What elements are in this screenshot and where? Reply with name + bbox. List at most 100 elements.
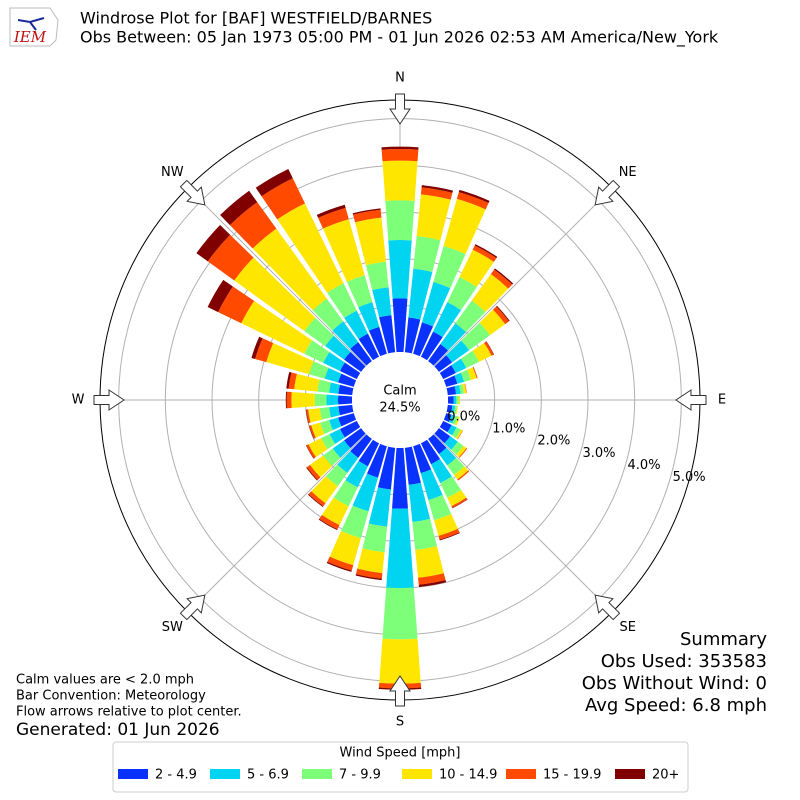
wind-bar-segment <box>321 497 349 526</box>
wind-bar-segment <box>353 209 382 223</box>
legend-label: 10 - 14.9 <box>439 768 497 783</box>
wind-bar-segment <box>207 234 254 281</box>
wind-bar-segment <box>413 236 441 273</box>
legend-swatch <box>302 769 332 779</box>
note: Calm values are < 2.0 mph <box>16 673 194 688</box>
wind-bar-segment <box>355 217 386 266</box>
wind-bar-segment <box>451 497 468 508</box>
wind-bar-segment <box>379 638 421 684</box>
wind-bar-segment <box>421 185 453 193</box>
wind-bar-segment <box>408 268 433 320</box>
wind-bar-segment <box>412 518 437 550</box>
wind-bar-segment <box>308 408 322 423</box>
wind-bar-segment <box>446 404 453 413</box>
wind-bar-segment <box>311 476 338 504</box>
wind-bar-segment <box>434 355 453 372</box>
wind-bar-segment <box>448 414 456 424</box>
wind-bar-segment <box>404 446 421 485</box>
calm-label: Calm <box>383 384 416 399</box>
flow-arrow <box>594 594 621 621</box>
wind-bar-segment <box>381 146 419 150</box>
wind-bar-segment <box>453 395 457 405</box>
wind-bar-segment <box>350 342 372 366</box>
wind-bar-segment <box>338 413 357 427</box>
wind-bar-segment <box>392 298 408 353</box>
wind-bar-segment <box>333 480 358 507</box>
wind-bar-segment <box>454 466 469 480</box>
wind-bar-segment <box>241 300 313 354</box>
wind-bar-segment <box>458 395 461 405</box>
wind-bar-segment <box>285 391 287 409</box>
wind-bar-segment <box>452 499 468 509</box>
wind-bar-segment <box>379 315 396 354</box>
labels: 0.0% 1.0% 2.0% 3.0% 4.0% 5.0% N NE E SE S SW W NW <box>72 71 727 730</box>
wind-bar-segment <box>415 546 444 578</box>
legend-label: 20+ <box>652 768 679 783</box>
wind-bar-segment <box>382 160 418 201</box>
wind-bar-segment <box>329 406 340 418</box>
wind-bar-segment <box>261 178 305 220</box>
flow-arrow <box>675 389 707 411</box>
wind-bar-segment <box>345 460 368 488</box>
wind-bar-segment <box>447 457 465 475</box>
wind-bar-segment <box>456 192 489 210</box>
wind-bar-segment <box>385 200 415 241</box>
wind-bar-segment <box>368 487 391 527</box>
wind-bar-segment <box>447 276 477 311</box>
legend-title: Wind Speed [mph] <box>340 746 461 761</box>
compass-label: E <box>718 393 726 408</box>
flow-arrow <box>179 594 206 621</box>
wind-bar-segment <box>434 428 451 444</box>
compass-label: NE <box>619 165 637 180</box>
wind-bar-segment <box>286 371 292 389</box>
wind-bar-segment <box>444 436 458 450</box>
flow-arrow <box>389 93 411 125</box>
wind-bar-segment <box>306 444 316 459</box>
wind-bar-segment <box>306 464 321 480</box>
wind-bar-segment <box>196 225 231 262</box>
bars <box>196 146 514 690</box>
wind-bar-segment <box>319 514 340 530</box>
chart-subtitle: Obs Between: 05 Jan 1973 05:00 PM - 01 J… <box>80 28 719 48</box>
grid-spoke <box>187 187 367 367</box>
wind-bar-segment <box>339 420 361 438</box>
note: Bar Convention: Meteorology <box>16 689 206 704</box>
wind-bar-segment <box>479 309 506 336</box>
wind-bar-segment <box>309 455 333 478</box>
wind-bar-segment <box>447 424 457 436</box>
wind-bar-segment <box>456 445 467 458</box>
grid-spoke <box>187 433 367 613</box>
wind-bar-segment <box>492 306 509 325</box>
wind-bar-segment <box>490 269 513 289</box>
wind-bar-segment <box>420 469 443 501</box>
wind-bar-segment <box>420 439 441 465</box>
wind-bar-segment <box>286 391 292 409</box>
legend-swatch <box>615 769 645 779</box>
wind-bar-segment <box>459 384 465 394</box>
wind-bar-segment <box>447 489 467 507</box>
wind-bar-segment <box>467 367 477 380</box>
wind-bar-segment <box>447 396 454 404</box>
wind-bar-segment <box>344 351 366 372</box>
grid-spoke <box>433 187 613 367</box>
wind-bar-segment <box>321 434 336 450</box>
wind-bar-segment <box>291 392 315 408</box>
wind-bar-segment <box>324 367 342 383</box>
wind-bar-segment <box>308 438 328 458</box>
wind-bar-segment <box>308 361 329 379</box>
summary-line: Avg Speed: 6.8 mph <box>585 695 767 716</box>
flow-arrow <box>179 179 206 206</box>
wind-bar-segment <box>413 443 432 474</box>
wind-bar-segment <box>352 208 381 215</box>
wind-bar-segment <box>440 476 462 498</box>
wind-bar-segment <box>314 393 327 407</box>
wind-bar-segment <box>325 464 348 487</box>
wind-bar-segment <box>234 257 316 331</box>
wind-bar-segment <box>472 245 497 262</box>
wind-bar-segment <box>365 261 389 291</box>
wind-bar-segment <box>458 189 490 203</box>
wind-bar-segment <box>460 369 471 382</box>
wind-bar-segment <box>266 343 314 375</box>
wind-bar-segment <box>332 321 359 349</box>
